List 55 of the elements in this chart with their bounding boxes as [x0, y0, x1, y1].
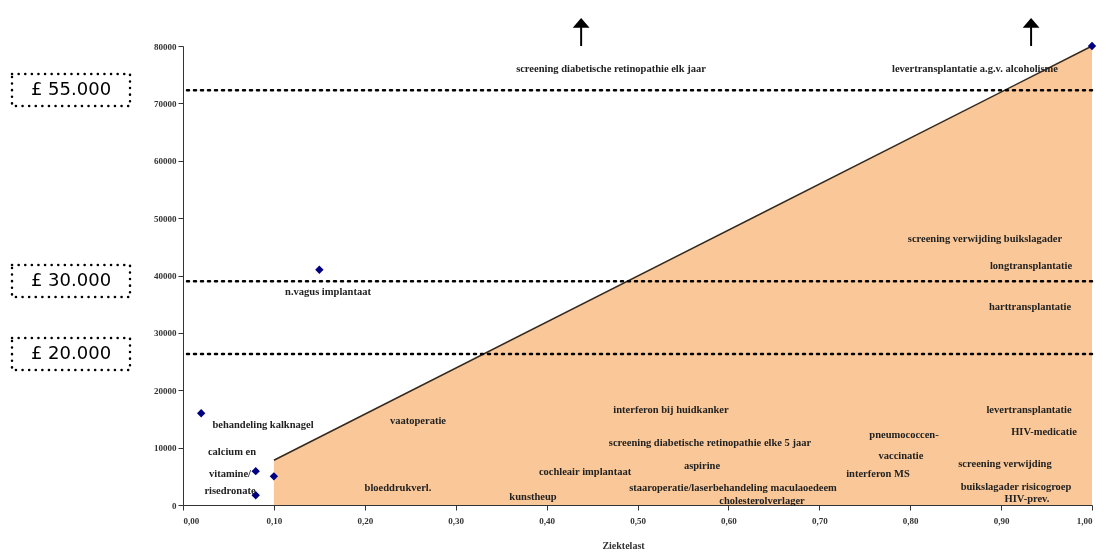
- annotation: levertransplantatie: [986, 404, 1072, 415]
- annotation: interferon bij huidkanker: [613, 404, 729, 415]
- text: £ 20.000: [30, 342, 112, 363]
- annotation: cholesterolverlager: [719, 495, 806, 506]
- annotation: n.vagus implantaat: [285, 286, 372, 297]
- annotation: behandeling kalknagel: [212, 419, 314, 430]
- annotation: buikslagader risicogroep: [960, 481, 1072, 492]
- annotation: screening diabetische retinopathie elk jaar: [516, 63, 707, 74]
- y-tick-label: 10000: [154, 443, 177, 454]
- annotation: vaatoperatie: [390, 415, 447, 426]
- x-tick-label: 0,40: [539, 515, 556, 526]
- annotation: interferon MS: [846, 468, 910, 479]
- point: [197, 409, 206, 418]
- annotation: pneumococcen-: [869, 429, 940, 440]
- annotation: vaccinatie: [878, 450, 924, 461]
- x-tick-label: 0,10: [266, 515, 283, 526]
- annotation: aspirine: [683, 460, 721, 471]
- annotation: cochleair implantaat: [538, 466, 632, 477]
- annotation: screening diabetische retinopathie elke 5 jaar: [608, 437, 812, 448]
- y-tick-label: 70000: [154, 98, 177, 109]
- text: £ 30.000: [30, 269, 112, 290]
- y-tick-label: 60000: [154, 156, 177, 167]
- x-axis-title: Ziektelast: [602, 539, 646, 551]
- y-tick-label: 40000: [154, 271, 177, 281]
- x-tick-label: 0,80: [902, 515, 920, 526]
- point: [251, 466, 260, 476]
- x-tick-label: 0,70: [811, 515, 829, 526]
- annotation: screening verwijding: [958, 458, 1053, 469]
- x-tick-label: 0,60: [721, 515, 738, 526]
- x-tick-label: 1,00: [1076, 515, 1093, 526]
- y-tick-label: 80000: [154, 41, 177, 52]
- annotation: harttransplantatie: [988, 301, 1072, 312]
- annotation: bloeddrukverl.: [364, 482, 432, 493]
- annotation: screening verwijding buikslagader: [907, 233, 1063, 244]
- y-tick-label: 20000: [154, 385, 177, 396]
- annotation: longtransplantatie: [989, 260, 1073, 271]
- annotation: HIV-prev.: [1004, 493, 1050, 504]
- annotation: calcium en: [207, 446, 257, 457]
- y-tick-label: 30000: [154, 328, 177, 339]
- annotation: risedronate: [204, 485, 256, 496]
- x-tick-label: 0,00: [183, 515, 200, 526]
- annotation: staaroperatie/laserbehandeling maculaoedeem: [629, 482, 838, 493]
- x-tick-label: 0,50: [630, 515, 647, 526]
- y-tick-label: 0: [172, 500, 177, 511]
- annotation: HIV-medicatie: [1011, 426, 1078, 437]
- point: [269, 472, 279, 481]
- point: [315, 265, 324, 274]
- x-tick-label: 0,30: [448, 515, 465, 526]
- annotation: vitamine/: [209, 468, 253, 479]
- point: [1087, 41, 1097, 51]
- y-tick-label: 50000: [154, 213, 177, 224]
- x-tick-label: 0,20: [357, 515, 374, 526]
- text: £ 55.000: [30, 78, 112, 99]
- x-tick-label: 0,90: [993, 515, 1010, 526]
- annotation: kunstheup: [509, 491, 557, 502]
